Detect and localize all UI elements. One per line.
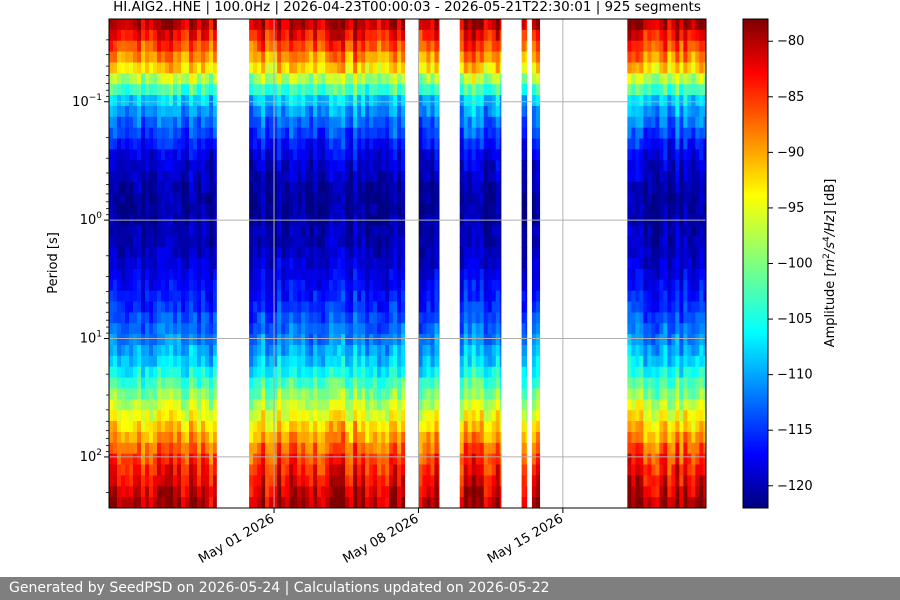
- psd-segment: [627, 19, 706, 508]
- colorbar-tick-label: −110: [777, 368, 813, 383]
- y-axis: 10−1 100 101 102: [72, 39, 109, 493]
- y-tick-label: 102: [80, 448, 102, 465]
- colorbar-label: Amplitude [m2/s4/Hz] [dB]: [822, 179, 838, 348]
- y-tick-label: 10−1: [72, 93, 102, 110]
- psd-segment: [109, 19, 217, 508]
- x-tick-label: May 01 2026: [196, 511, 277, 566]
- x-tick-label: May 15 2026: [485, 511, 566, 566]
- colorbar: [742, 18, 769, 509]
- colorbar-tick-label: −120: [777, 479, 813, 494]
- footer-banner: Generated by SeedPSD on 2026-05-24 | Cal…: [0, 577, 900, 600]
- plot-frame: [108, 18, 707, 509]
- psd-segment: [418, 19, 440, 508]
- chart-title: HI.AIG2..HNE | 100.0Hz | 2026-04-23T00:0…: [113, 0, 701, 15]
- y-tick-label: 101: [80, 330, 102, 347]
- heatmap-layer: [109, 19, 706, 508]
- y-tick-label: 100: [80, 211, 103, 228]
- colorbar-axis: −80 −85 −90 −95 −100 −105 −110 −115 −120: [768, 34, 813, 494]
- psd-segment: [459, 19, 502, 508]
- x-axis: May 01 2026 May 08 2026 May 15 2026: [196, 508, 566, 567]
- psd-segment: [521, 19, 528, 508]
- colorbar-tick-label: −100: [777, 257, 813, 272]
- colorbar-tick-label: −85: [777, 90, 804, 105]
- colorbar-tick-label: −95: [777, 201, 804, 216]
- colorbar-tick-label: −115: [777, 423, 813, 438]
- colorbar-tick-label: −105: [777, 312, 813, 327]
- x-tick-label: May 08 2026: [341, 511, 422, 566]
- psd-segment: [531, 19, 541, 508]
- grid-lines: [109, 19, 706, 508]
- y-axis-label: Period [s]: [46, 232, 61, 294]
- colorbar-tick-label: −80: [777, 34, 804, 49]
- colorbar-tick-label: −90: [777, 145, 804, 160]
- psd-segment: [249, 19, 406, 508]
